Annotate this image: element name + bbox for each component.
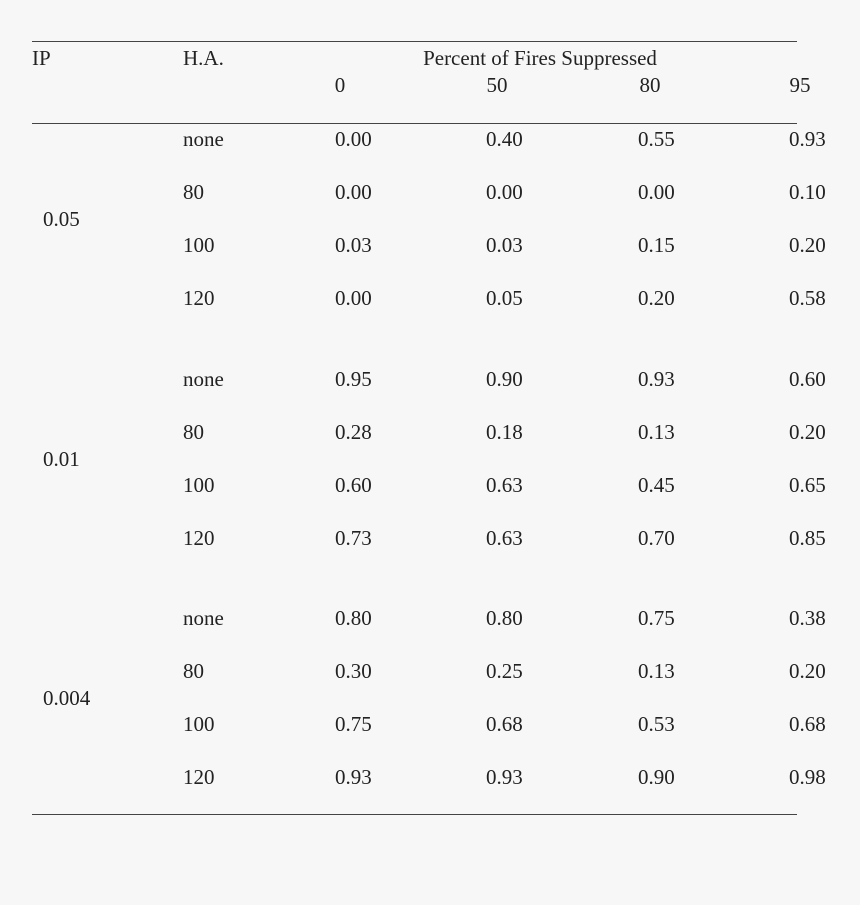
table-cell: 0.58 [789, 286, 826, 310]
table-cell: 0.85 [789, 526, 826, 550]
ip-value: 0.05 [43, 207, 80, 231]
table-cell: 0.00 [335, 127, 372, 151]
ha-value: none [183, 367, 224, 391]
table-cell: 0.40 [486, 127, 523, 151]
ha-value: 80 [183, 180, 204, 204]
table-cell: 0.93 [789, 127, 826, 151]
table-cell: 0.03 [486, 233, 523, 257]
table-cell: 0.13 [638, 659, 675, 683]
table-cell: 0.93 [638, 367, 675, 391]
percent-column-header-50: 50 [486, 73, 508, 97]
ha-value: 80 [183, 420, 204, 444]
table-cell: 0.90 [486, 367, 523, 391]
ha-value: 100 [183, 712, 215, 736]
table-cell: 0.15 [638, 233, 675, 257]
table-cell: 0.68 [486, 712, 523, 736]
table-cell: 0.28 [335, 420, 372, 444]
table-cell: 0.70 [638, 526, 675, 550]
table-cell: 0.65 [789, 473, 826, 497]
table-cell: 0.25 [486, 659, 523, 683]
table-cell: 0.10 [789, 180, 826, 204]
percent-column-header-80: 80 [639, 73, 661, 97]
ip-value: 0.01 [43, 447, 80, 471]
table-cell: 0.20 [789, 233, 826, 257]
table-cell: 0.93 [486, 765, 523, 789]
table-cell: 0.75 [638, 606, 675, 630]
ha-column-header: H.A. [183, 46, 224, 70]
table-cell: 0.05 [486, 286, 523, 310]
ha-value: none [183, 606, 224, 630]
table-cell: 0.45 [638, 473, 675, 497]
table-cell: 0.53 [638, 712, 675, 736]
table-cell: 0.00 [335, 180, 372, 204]
percent-fires-suppressed-header: Percent of Fires Suppressed [423, 46, 657, 70]
table-cell: 0.20 [638, 286, 675, 310]
table-cell: 0.95 [335, 367, 372, 391]
ip-value: 0.004 [43, 686, 91, 710]
table-cell: 0.80 [335, 606, 372, 630]
table-cell: 0.20 [789, 420, 826, 444]
table-cell: 0.30 [335, 659, 372, 683]
table-cell: 0.13 [638, 420, 675, 444]
table-cell: 0.00 [638, 180, 675, 204]
table-cell: 0.63 [486, 473, 523, 497]
table-cell: 0.38 [789, 606, 826, 630]
table-cell: 0.03 [335, 233, 372, 257]
table-cell: 0.18 [486, 420, 523, 444]
table-bottom-rule [32, 814, 797, 815]
ha-value: 100 [183, 473, 215, 497]
ha-value: 80 [183, 659, 204, 683]
table-top-rule [32, 41, 797, 42]
table-cell: 0.80 [486, 606, 523, 630]
ha-value: 120 [183, 286, 215, 310]
ha-value: none [183, 127, 224, 151]
ha-value: 120 [183, 526, 215, 550]
table-cell: 0.20 [789, 659, 826, 683]
table-cell: 0.75 [335, 712, 372, 736]
table-cell: 0.90 [638, 765, 675, 789]
percent-column-header-0: 0 [334, 73, 346, 97]
header-bottom-rule [32, 123, 797, 124]
table-cell: 0.73 [335, 526, 372, 550]
table-cell: 0.68 [789, 712, 826, 736]
table-cell: 0.60 [335, 473, 372, 497]
table-cell: 0.98 [789, 765, 826, 789]
table-cell: 0.93 [335, 765, 372, 789]
ha-value: 120 [183, 765, 215, 789]
table-cell: 0.00 [486, 180, 523, 204]
table-cell: 0.55 [638, 127, 675, 151]
percent-column-header-95: 95 [789, 73, 811, 97]
table-cell: 0.63 [486, 526, 523, 550]
table-cell: 0.00 [335, 286, 372, 310]
table-cell: 0.60 [789, 367, 826, 391]
ip-column-header: IP [32, 46, 51, 70]
ha-value: 100 [183, 233, 215, 257]
